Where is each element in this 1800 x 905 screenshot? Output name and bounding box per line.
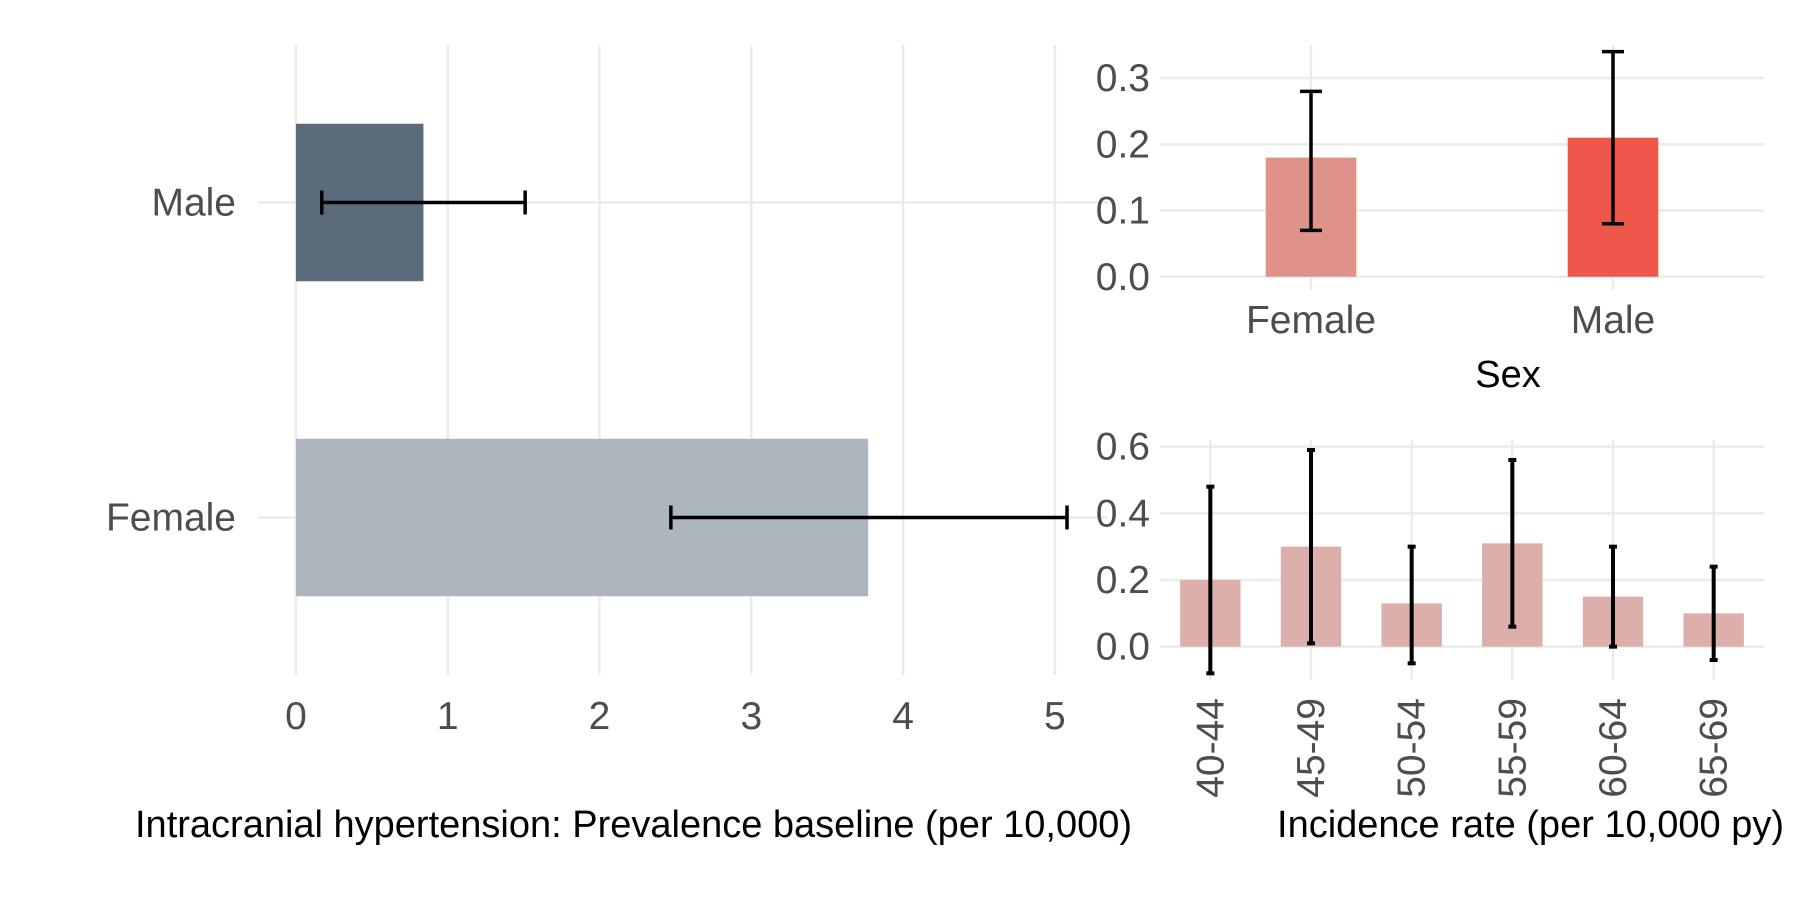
x-tick-label: 65-69 [1693,698,1736,798]
panel-prevalence: 0 1 2 3 4 5 Male Female [106,45,1108,738]
x-tick-label: 0 [285,695,307,738]
x-tick-label: 45-49 [1290,698,1333,798]
y-tick-label: Female [106,497,236,540]
y-tick-label: 0.6 [1096,426,1150,469]
y-tick-label: 0.3 [1096,57,1150,100]
x-tick-label: 3 [740,695,762,738]
x-tick-label: 4 [892,695,914,738]
x-tick-label: 60-64 [1592,698,1635,798]
x-tick-label: 40-44 [1189,698,1232,798]
y-tick-label: 0.0 [1096,256,1150,299]
y-tick-label: Male [151,182,236,225]
x-tick-label: 1 [437,695,459,738]
y-tick-label: 0.4 [1096,492,1150,535]
x-axis-title-sex: Sex [1475,354,1540,396]
y-tick-label: 0.0 [1096,626,1150,669]
x-axis-title-incidence: Incidence rate (per 10,000 py) [1277,804,1784,846]
x-tick-label: 50-54 [1391,698,1434,798]
x-tick-label: 55-59 [1491,698,1534,798]
panel-incidence-age: 0.0 0.2 0.4 0.6 40-44 45-49 50-54 55-59 60-64 65-… [1096,426,1764,798]
panel-incidence-sex: 0.0 0.1 0.2 0.3 Female Male [1096,45,1764,342]
x-tick-label: Female [1246,299,1376,342]
y-tick-label: 0.1 [1096,190,1150,233]
y-tick-label: 0.2 [1096,123,1150,166]
x-tick-label: 2 [589,695,611,738]
x-tick-label: 5 [1044,695,1066,738]
x-axis-title-prevalence: Intracranial hypertension: Prevalence ba… [135,804,1132,846]
x-tick-label: Male [1571,299,1656,342]
y-tick-label: 0.2 [1096,559,1150,602]
